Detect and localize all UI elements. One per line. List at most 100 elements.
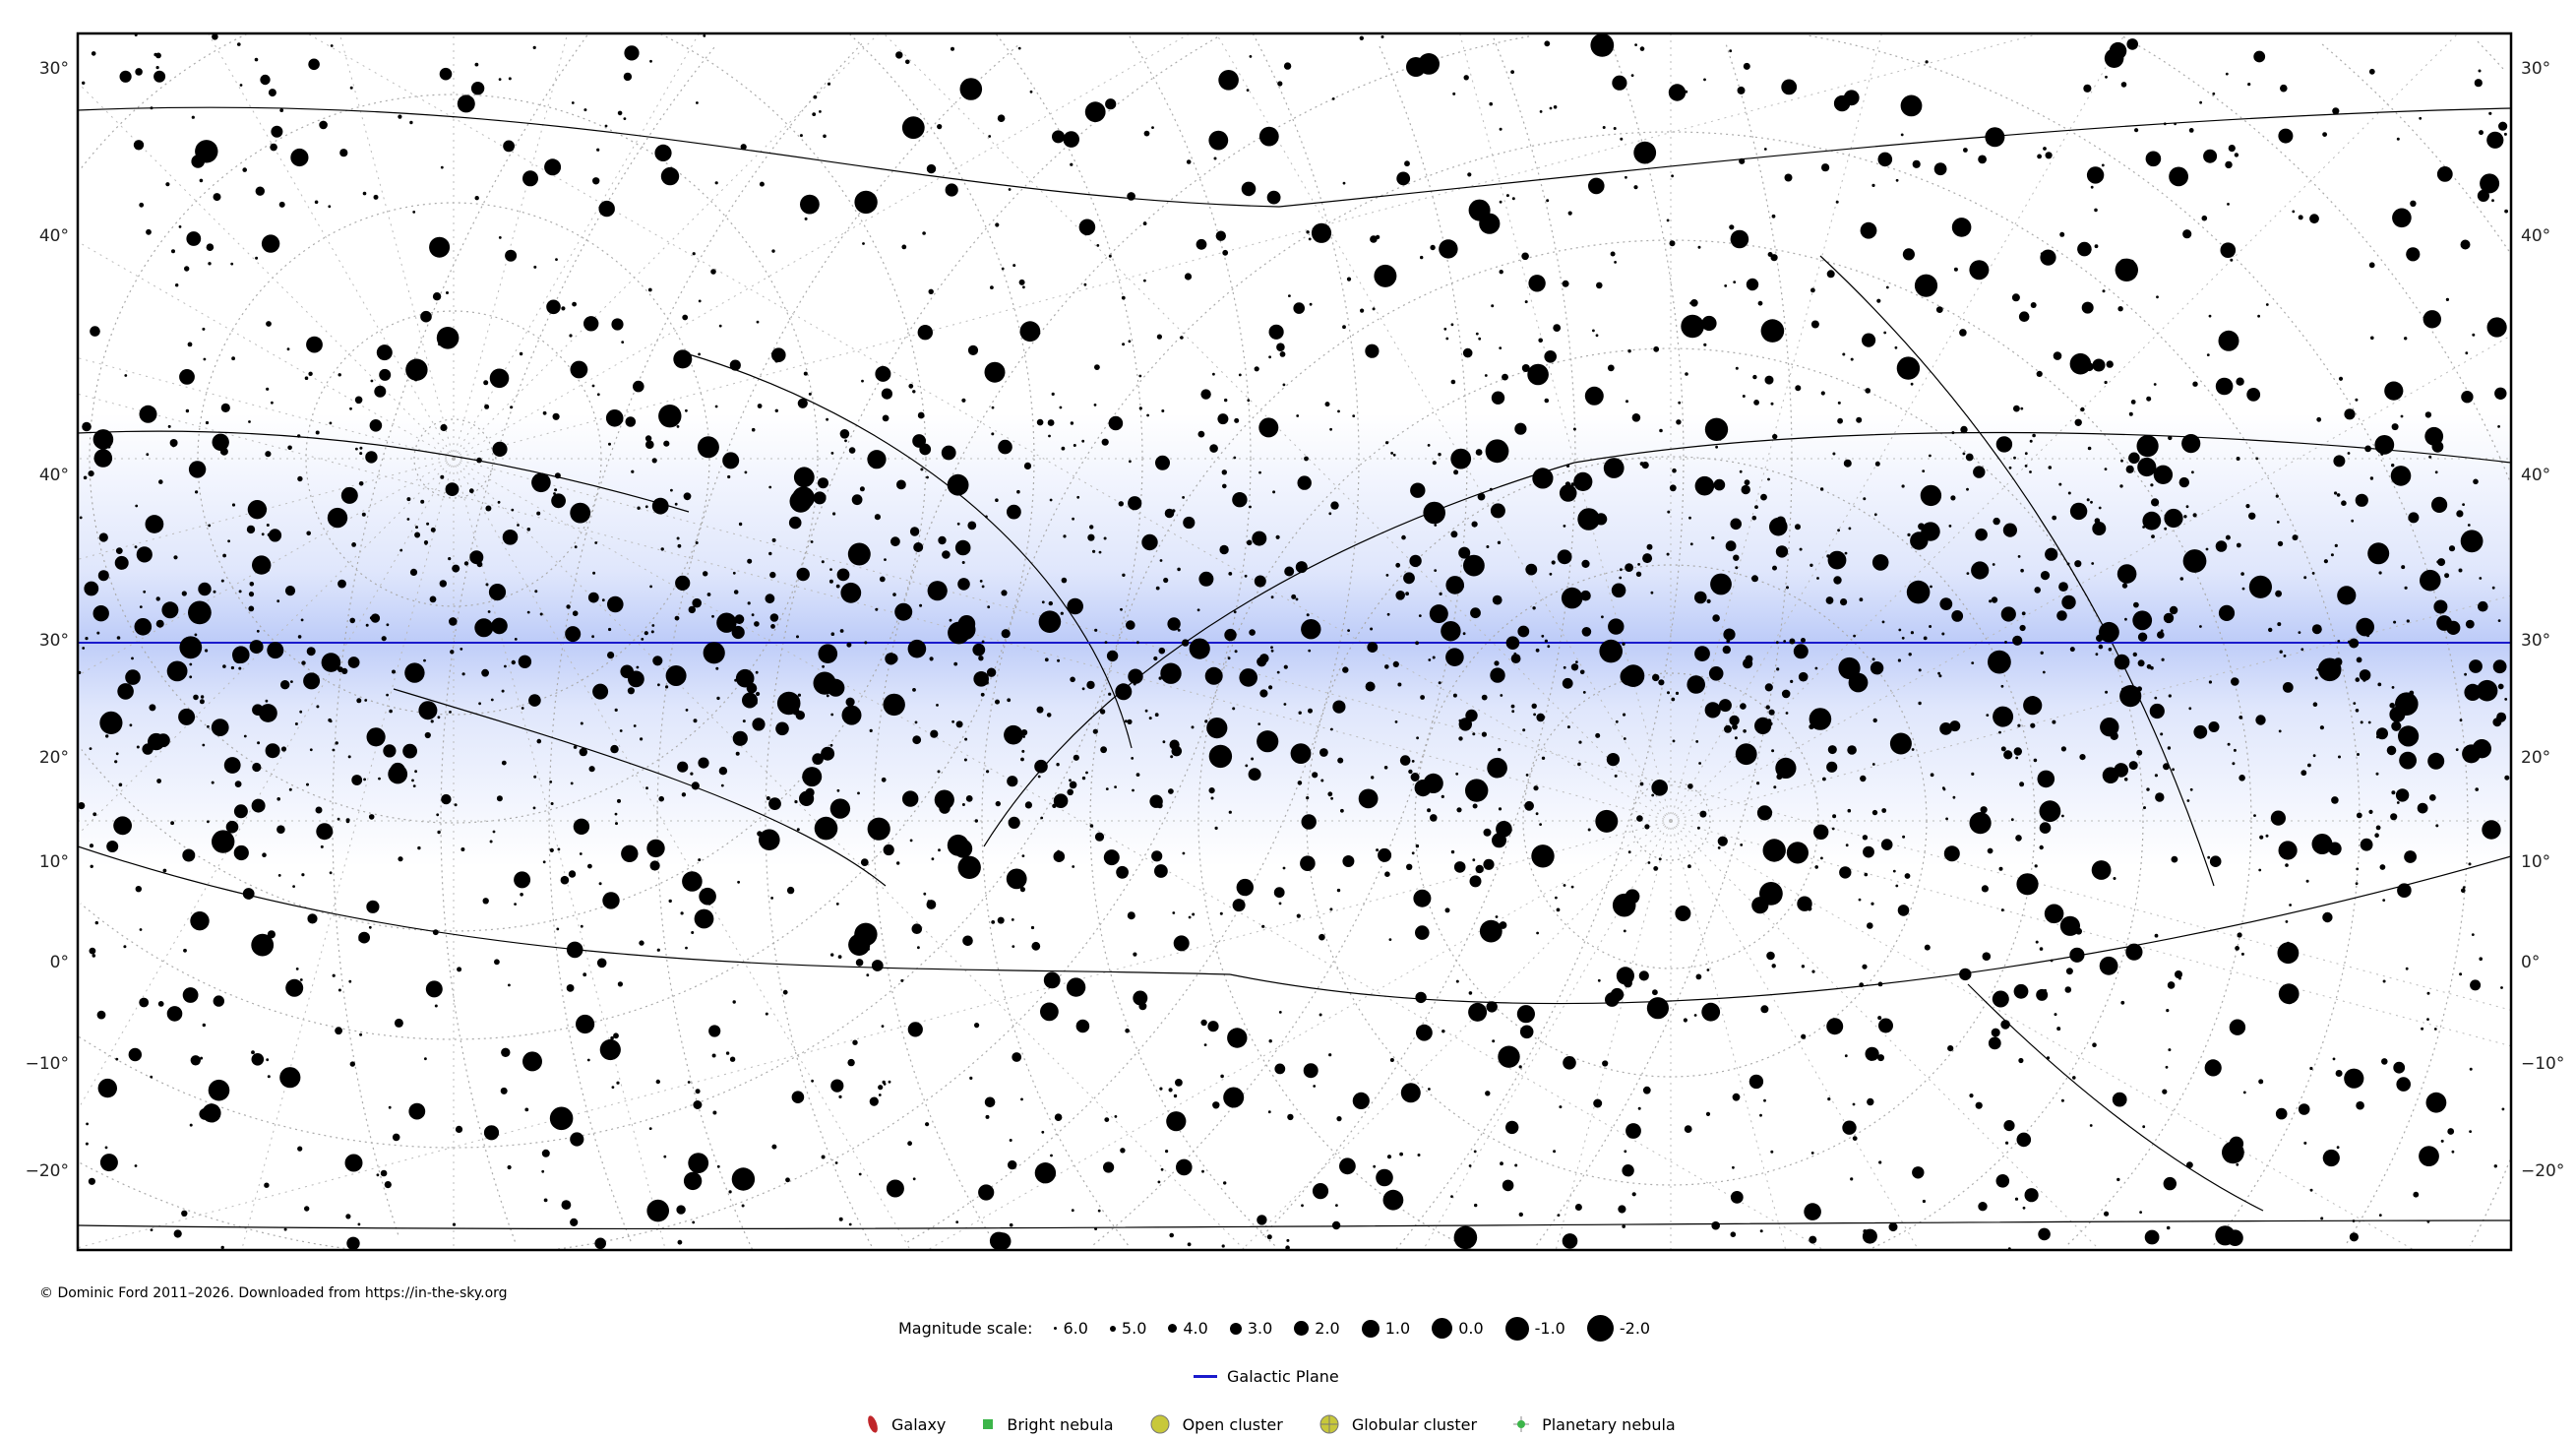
star [848,1222,852,1226]
star [1837,401,1841,405]
star [587,863,592,869]
star [774,358,779,363]
star [1371,776,1375,780]
star [1871,183,1875,187]
star [1948,525,1952,528]
grid-line [1422,820,1672,1250]
star [839,629,844,633]
star [2240,572,2244,576]
star [1814,865,1818,869]
star [813,491,827,505]
star [2268,627,2273,633]
star [1699,810,1707,818]
star [693,719,698,723]
star [755,670,759,674]
star [440,423,448,432]
left-axis-tick-label: 10° [38,852,69,872]
star [938,535,947,545]
star [2104,1211,2110,1217]
star [1254,366,1259,372]
star [623,117,627,120]
star [806,477,810,481]
star [1642,1086,1651,1094]
star [607,595,624,613]
star [1367,642,1379,653]
star [1169,739,1180,750]
star [747,558,753,564]
star [2292,210,2296,214]
star [505,249,518,262]
star [594,1237,606,1250]
star [821,560,825,564]
star [2164,527,2168,531]
star [1612,893,1636,917]
star [1268,685,1273,690]
star [1386,1155,1392,1159]
star [1978,1202,1988,1212]
star [1493,669,1497,673]
star [1998,866,2003,871]
star [695,541,699,544]
star [756,691,761,697]
star [1311,222,1332,243]
star [1007,1159,1017,1170]
star [1872,718,1877,723]
star [2473,478,2479,485]
star [570,782,574,785]
star [2227,742,2231,746]
star [2309,1066,2313,1071]
star [2098,644,2104,650]
star [716,696,720,701]
star [1499,346,1503,349]
star [1016,876,1023,883]
star [1276,670,1280,674]
star [489,368,510,389]
star [1732,723,1738,730]
star [710,269,716,275]
star [1795,385,1802,392]
star [571,101,575,104]
star [2344,1068,2364,1089]
star [503,140,515,153]
star-chart[interactable] [0,0,2576,1280]
star [565,626,582,643]
star [1687,675,1705,694]
star [1668,84,1687,101]
star [1723,628,1736,641]
star [566,604,571,609]
star [105,734,109,738]
star [955,619,976,640]
grid-line [1670,820,1787,1250]
star [1222,249,1229,256]
star [2504,698,2508,701]
star [169,439,178,447]
star [460,648,463,651]
star [1336,888,1341,893]
star [1733,554,1740,561]
star [1821,163,1830,172]
star [1622,1224,1625,1228]
star [1132,788,1135,792]
grid-line [1555,820,1672,1250]
star [1795,524,1801,531]
star [1249,505,1252,509]
star [1765,705,1770,710]
star [2094,208,2098,213]
star [1410,773,1420,782]
star [991,432,995,436]
star [1188,915,1192,919]
star [1532,468,1554,489]
star [2369,476,2374,480]
star [1365,344,1380,358]
star [986,667,997,677]
star [259,704,277,722]
star [2436,166,2453,182]
star [729,1056,736,1062]
star [248,420,251,423]
star [1822,777,1826,782]
star [135,68,143,76]
star [912,688,916,692]
star [1623,737,1626,740]
star [1511,197,1515,201]
star [2225,534,2231,540]
